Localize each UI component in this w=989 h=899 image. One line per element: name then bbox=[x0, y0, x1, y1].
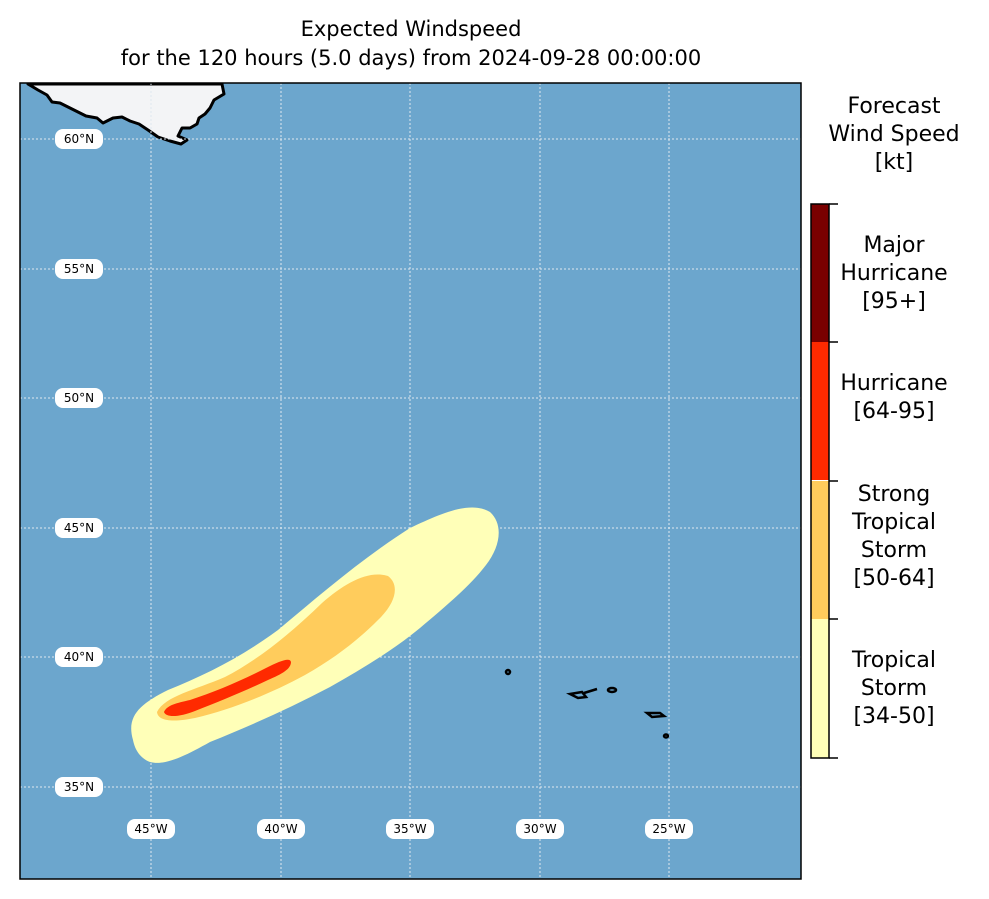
lon-label: 25°W bbox=[645, 819, 693, 839]
legend-label-line: Strong bbox=[857, 482, 931, 507]
chart-title: Expected Windspeed bbox=[300, 17, 522, 41]
lat-label: 60°N bbox=[55, 129, 103, 149]
longitude-labels: 45°W 40°W 35°W 30°W 25°W bbox=[127, 819, 693, 839]
lon-label-text: 35°W bbox=[393, 822, 426, 836]
lon-label-text: 45°W bbox=[134, 822, 167, 836]
lon-label: 40°W bbox=[257, 819, 305, 839]
greenland-land bbox=[26, 83, 226, 146]
colorbar-segment bbox=[811, 481, 829, 619]
map-frame bbox=[19, 82, 802, 880]
legend-label-hurricane: Hurricane [64-95] bbox=[800, 370, 988, 426]
colorbar-title-line: Forecast bbox=[847, 94, 941, 119]
colorbar-segment bbox=[811, 204, 829, 342]
colorbar-segment bbox=[811, 619, 829, 758]
lat-label: 35°N bbox=[55, 777, 103, 797]
legend-label-line: [64-95] bbox=[853, 399, 935, 424]
legend-label-line: Hurricane bbox=[840, 371, 948, 396]
colorbar bbox=[810, 203, 838, 759]
colorbar-title: Forecast Wind Speed [kt] bbox=[800, 93, 988, 177]
legend-label-line: [34-50] bbox=[853, 704, 935, 729]
lat-label-text: 35°N bbox=[64, 780, 94, 794]
lon-label-text: 40°W bbox=[264, 822, 297, 836]
legend-label-major-hurricane: Major Hurricane [95+] bbox=[800, 232, 988, 316]
hurricane-swath bbox=[164, 659, 291, 717]
legend-label-line: [95+] bbox=[862, 289, 926, 314]
lat-label-text: 50°N bbox=[64, 391, 94, 405]
lat-label: 45°N bbox=[55, 518, 103, 538]
legend-label-line: Major bbox=[863, 233, 925, 258]
lat-label-text: 55°N bbox=[64, 262, 94, 276]
chart-subtitle: for the 120 hours (5.0 days) from 2024-0… bbox=[120, 46, 702, 70]
legend-label-tropical-storm: Tropical Storm [34-50] bbox=[800, 647, 988, 731]
legend-label-strong-tropical-storm: Strong Tropical Storm [50-64] bbox=[800, 481, 988, 593]
lon-label-text: 30°W bbox=[523, 822, 556, 836]
latitude-labels: 60°N 55°N 50°N 45°N 40°N 35°N bbox=[55, 129, 103, 797]
lon-label: 35°W bbox=[386, 819, 434, 839]
lat-label: 55°N bbox=[55, 259, 103, 279]
colorbar-segment bbox=[811, 342, 829, 480]
azores-islands bbox=[504, 668, 670, 739]
legend-label-line: [50-64] bbox=[853, 566, 935, 591]
lat-label: 40°N bbox=[55, 647, 103, 667]
legend-label-line: Hurricane bbox=[840, 261, 948, 286]
colorbar-title-line: Wind Speed bbox=[828, 122, 960, 147]
lon-label: 30°W bbox=[516, 819, 564, 839]
lat-label-text: 40°N bbox=[64, 650, 94, 664]
lat-label-text: 60°N bbox=[64, 132, 94, 146]
legend-label-line: Storm bbox=[860, 538, 928, 563]
lat-label-text: 45°N bbox=[64, 521, 94, 535]
legend-label-line: Storm bbox=[860, 676, 928, 701]
lon-label: 45°W bbox=[127, 819, 175, 839]
legend-label-line: Tropical bbox=[852, 510, 936, 535]
lon-label-text: 25°W bbox=[652, 822, 685, 836]
lat-label: 50°N bbox=[55, 388, 103, 408]
legend-label-line: Tropical bbox=[852, 648, 936, 673]
colorbar-title-line: [kt] bbox=[874, 150, 914, 175]
gridlines bbox=[20, 83, 801, 879]
strong-tropical-storm-swath bbox=[157, 574, 395, 721]
